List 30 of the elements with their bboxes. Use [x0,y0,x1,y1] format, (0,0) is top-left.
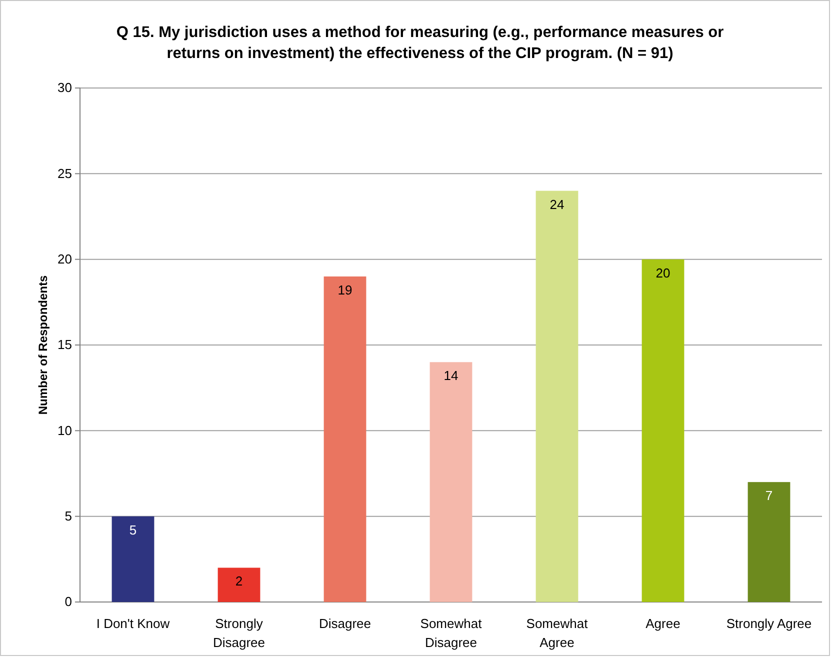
bar [642,259,684,602]
y-tick-label: 10 [58,422,72,438]
data-label: 2 [235,574,243,589]
y-tick-label: 20 [58,251,72,266]
x-tick-label: Somewhat Disagree [420,616,482,650]
x-tick-label: Strongly Disagree [212,616,266,650]
bar [430,362,472,602]
data-label: 19 [338,282,352,298]
y-tick-label: 15 [58,337,72,352]
y-tick-label: 25 [58,166,72,181]
x-tick-label: Agree [646,616,680,631]
x-tick-label: Strongly Agree [726,616,812,631]
bar [536,190,578,602]
data-label: 14 [444,368,458,384]
data-label: 7 [765,488,773,504]
data-label: 20 [656,265,670,280]
x-tick-label: Disagree [318,616,372,631]
bar [324,276,366,602]
data-label: 24 [550,196,564,212]
y-axis-title: Number of Respondents [36,275,50,415]
y-tick-label: 30 [58,80,72,96]
y-tick-label: 0 [64,594,72,610]
x-tick-label: Somewhat Agree [526,616,588,650]
y-tick-label: 5 [64,508,72,524]
bar [218,568,260,602]
bar [112,516,154,602]
chart-title: Q 15. My jurisdiction uses a method for measuring (e.g., performance measures or returns on investment) the effectiveness of the CIP program. (N = 91) [116,24,724,62]
bar [748,482,790,602]
x-tick-label: I Don't Know [96,616,170,631]
data-label: 5 [129,522,137,538]
